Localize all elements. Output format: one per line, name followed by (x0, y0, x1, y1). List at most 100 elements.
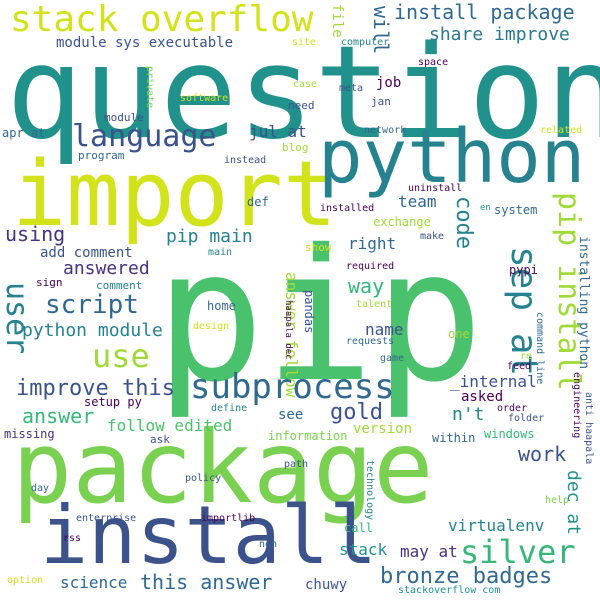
word-private: private (144, 66, 155, 109)
word-team: team (398, 192, 437, 211)
word-this-answer: this answer (140, 570, 273, 594)
word-gold: gold (330, 400, 383, 425)
word-engineering: engineering (571, 372, 582, 439)
word-missing: missing (4, 427, 55, 441)
word-answer: answer (22, 404, 95, 428)
word-game: game (380, 353, 405, 364)
word-may-at: may at (400, 542, 458, 561)
word-job: job (376, 75, 402, 91)
word-within: within (432, 431, 476, 445)
word-code: code (451, 196, 476, 249)
word-install-package: install package (394, 0, 575, 24)
word-nt: n't (452, 404, 485, 425)
word-sep-at: sep at (503, 246, 544, 377)
word-make: make (420, 231, 445, 242)
word-requests: requests (346, 336, 395, 347)
word-use: use (92, 337, 150, 375)
word-using: using (5, 222, 66, 246)
word-version: version (353, 421, 413, 437)
word-help: help (545, 495, 570, 506)
word-talent: talent (356, 299, 393, 310)
word-policy: policy (185, 473, 222, 484)
word-follow-edited: follow edited (107, 416, 233, 435)
word-one: one (448, 327, 470, 341)
word-command-line: command line (534, 312, 545, 385)
word-instead: instead (224, 155, 267, 166)
word-module: module (104, 111, 144, 124)
word-space: space (418, 57, 449, 68)
word-internal: _internal (450, 372, 537, 391)
word-sign: sign (36, 276, 63, 289)
word-en: en (480, 203, 491, 213)
word-related: related (540, 125, 583, 136)
word-language: language (72, 119, 217, 154)
word-enterprise: enterprise (76, 513, 137, 524)
word-system: system (494, 203, 538, 217)
word-bronze-badges: bronze badges (380, 564, 553, 589)
word-stackoverflow-com: stackoverflow com (398, 585, 501, 596)
word-way: way (348, 274, 385, 298)
word-see: see (278, 407, 304, 423)
word-subprocess: subprocess (190, 367, 395, 407)
word-non: non (259, 539, 278, 550)
word-answered: answered (63, 258, 150, 279)
word-python: python (318, 114, 586, 200)
word-show: show (305, 241, 332, 254)
word-asked: asked (461, 389, 504, 405)
word-blog: blog (282, 141, 309, 154)
word-anti-haapala: anti haapala (583, 392, 594, 465)
word-file: file (329, 4, 345, 38)
word-main: main (208, 247, 233, 258)
word-order: order (497, 403, 528, 414)
word-pandas: pandas (302, 290, 316, 334)
word-answer-follow: answer follow (282, 272, 301, 398)
word-stack-overflow: stack overflow (10, 0, 314, 40)
word-design: design (193, 321, 230, 332)
word-exchange: exchange (373, 215, 431, 229)
word-import: import (12, 142, 338, 247)
word-virtualenv: virtualenv (448, 516, 545, 535)
word-def: def (247, 195, 269, 209)
word-science: science (60, 573, 128, 592)
word-python-module: python module (22, 320, 163, 341)
word-computer: computer (341, 37, 390, 48)
word-comment: comment (96, 279, 143, 292)
word-setup-py: setup py (84, 395, 142, 409)
word-importlib: importlib (201, 513, 256, 524)
word-software: software (180, 93, 229, 104)
word-pip-main: pip main (166, 226, 253, 247)
word-install: install (40, 489, 378, 582)
word-pypi: pypi (509, 263, 538, 277)
word-dec-at: dec at (563, 470, 584, 536)
word-work: work (518, 442, 567, 466)
word-add-comment: add comment (40, 245, 133, 261)
word-define: define (211, 403, 248, 414)
word-pip: pip (155, 210, 484, 422)
word-share-improve: share improve (429, 24, 570, 45)
word-question: question (6, 19, 600, 168)
word-path: path (284, 459, 309, 470)
word-right: right (348, 234, 397, 253)
word-program: program (78, 149, 125, 162)
word-site: site (292, 37, 317, 48)
word-folder: folder (508, 413, 545, 424)
word-uninstall: uninstall (408, 183, 463, 194)
word-re: re (520, 351, 533, 362)
word-package: package (12, 409, 434, 526)
word-windows: windows (484, 427, 535, 441)
word-meta: meta (339, 83, 364, 94)
word-rss: rss (63, 533, 82, 544)
word-technology: technology (364, 460, 375, 521)
word-improve-this: improve this (16, 376, 175, 401)
word-installed: installed (320, 203, 375, 214)
word-option: option (7, 575, 44, 586)
word-call: call (344, 521, 373, 535)
word-script: script (45, 290, 139, 320)
word-feed: feed (507, 361, 532, 372)
word-network: network (364, 125, 407, 136)
word-name: name (365, 320, 404, 339)
word-pip-install: pip install (551, 192, 586, 391)
word-apr-at: apr at (2, 126, 46, 140)
word-ask: ask (150, 433, 170, 446)
